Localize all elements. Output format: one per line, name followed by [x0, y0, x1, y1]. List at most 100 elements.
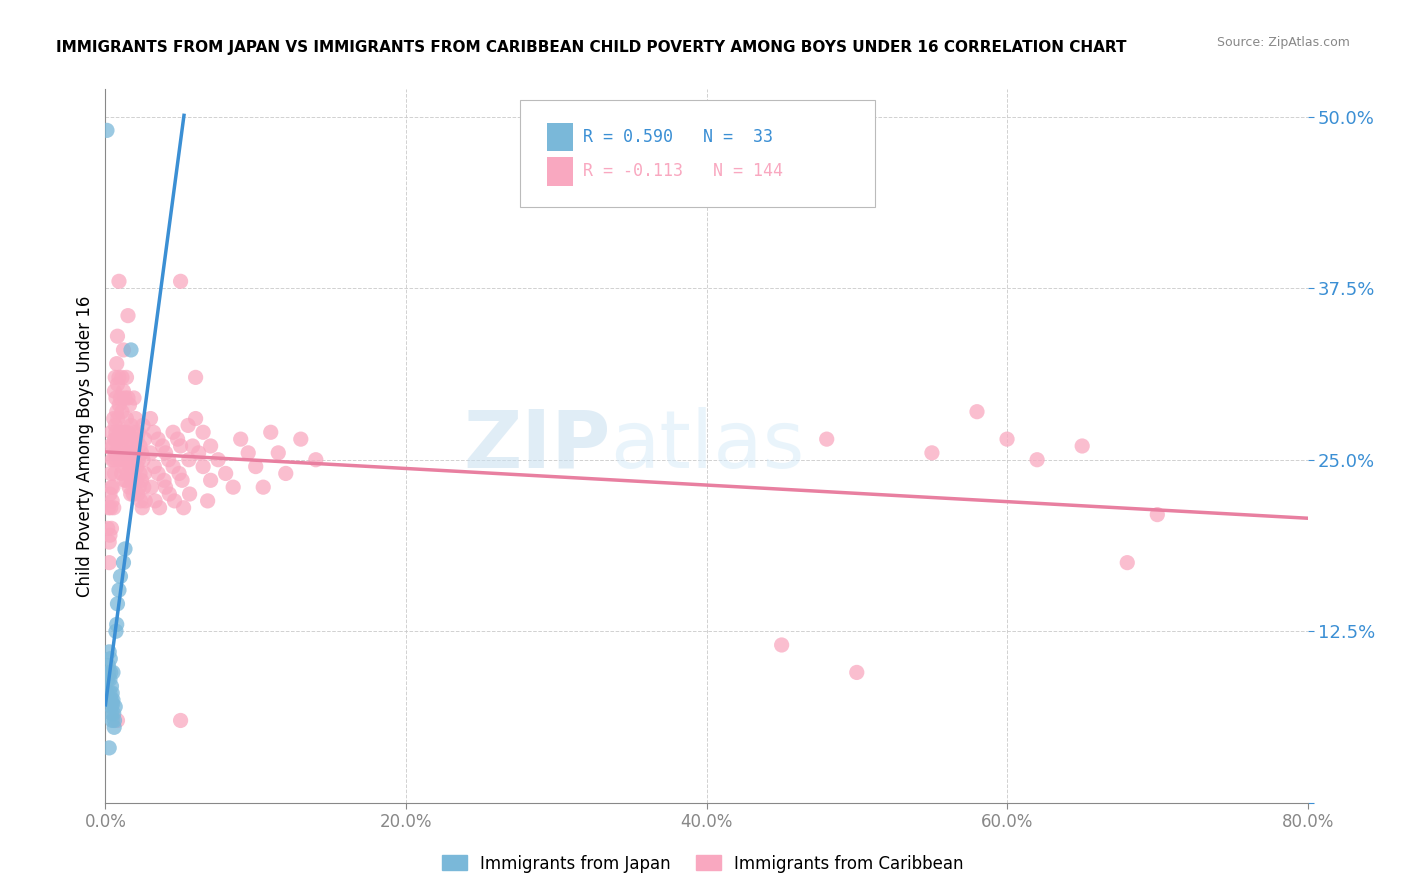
Point — [129, 494, 152, 508]
Legend: Immigrants from Japan, Immigrants from Caribbean: Immigrants from Japan, Immigrants from C… — [436, 848, 970, 880]
Point — [101, 665, 124, 680]
Point — [132, 480, 155, 494]
Y-axis label: Child Poverty Among Boys Under 16: Child Poverty Among Boys Under 16 — [76, 295, 94, 597]
Point — [100, 679, 122, 693]
Point — [155, 480, 177, 494]
Point — [118, 446, 141, 460]
Point — [845, 665, 868, 680]
Point — [290, 432, 312, 446]
Point — [142, 425, 165, 440]
Point — [134, 432, 156, 446]
Point — [100, 521, 122, 535]
Point — [97, 500, 120, 515]
Point — [207, 452, 229, 467]
Point — [101, 686, 124, 700]
FancyBboxPatch shape — [520, 100, 875, 207]
Point — [120, 487, 142, 501]
Point — [120, 459, 142, 474]
Point — [132, 452, 155, 467]
Point — [103, 384, 125, 398]
Point — [115, 411, 138, 425]
Point — [108, 274, 131, 288]
Point — [134, 467, 156, 481]
Point — [108, 398, 131, 412]
Point — [131, 446, 153, 460]
Point — [124, 446, 146, 460]
Point — [97, 658, 120, 673]
Point — [122, 425, 145, 440]
Point — [98, 556, 121, 570]
Point — [173, 500, 195, 515]
Bar — [547, 157, 574, 186]
Point — [117, 467, 139, 481]
Point — [1116, 556, 1139, 570]
Point — [1146, 508, 1168, 522]
Point — [128, 452, 150, 467]
Point — [200, 439, 222, 453]
Point — [111, 432, 134, 446]
Point — [197, 494, 219, 508]
Point — [167, 467, 190, 481]
Bar — [547, 123, 574, 152]
Point — [200, 473, 222, 487]
Point — [131, 473, 153, 487]
Point — [245, 459, 267, 474]
Point — [101, 714, 124, 728]
Point — [101, 693, 124, 707]
Point — [98, 651, 121, 665]
Point — [114, 473, 136, 487]
Point — [121, 439, 143, 453]
Point — [114, 452, 136, 467]
Point — [222, 480, 245, 494]
Point — [124, 411, 146, 425]
Point — [1071, 439, 1094, 453]
Point — [98, 439, 121, 453]
Point — [187, 446, 209, 460]
Point — [100, 665, 122, 680]
Point — [104, 370, 127, 384]
Point — [108, 583, 131, 598]
Point — [112, 384, 135, 398]
Point — [146, 467, 169, 481]
Point — [97, 521, 120, 535]
Point — [111, 370, 134, 384]
Point — [97, 673, 120, 687]
Point — [995, 432, 1018, 446]
Point — [101, 494, 124, 508]
Point — [105, 617, 128, 632]
Point — [191, 459, 214, 474]
Point — [260, 425, 283, 440]
Point — [100, 467, 122, 481]
Point — [118, 432, 141, 446]
Point — [129, 439, 152, 453]
Point — [184, 370, 207, 384]
Point — [120, 446, 142, 460]
Point — [114, 425, 136, 440]
Point — [155, 446, 177, 460]
Point — [103, 467, 125, 481]
Point — [103, 714, 125, 728]
Point — [100, 425, 122, 440]
Point — [117, 391, 139, 405]
Point — [921, 446, 943, 460]
Point — [128, 425, 150, 440]
Point — [111, 467, 134, 481]
Point — [101, 697, 124, 711]
Point — [112, 452, 135, 467]
Point — [122, 487, 145, 501]
Point — [131, 500, 153, 515]
Point — [153, 473, 176, 487]
Point — [115, 370, 138, 384]
Point — [252, 480, 274, 494]
Point — [114, 391, 136, 405]
Point — [112, 425, 135, 440]
Point — [103, 720, 125, 734]
Point — [1026, 452, 1049, 467]
Point — [111, 459, 134, 474]
Point — [97, 693, 120, 707]
Point — [122, 391, 145, 405]
Point — [108, 425, 131, 440]
Point — [191, 425, 214, 440]
Point — [101, 452, 124, 467]
Text: R = 0.590   N =  33: R = 0.590 N = 33 — [582, 128, 773, 146]
